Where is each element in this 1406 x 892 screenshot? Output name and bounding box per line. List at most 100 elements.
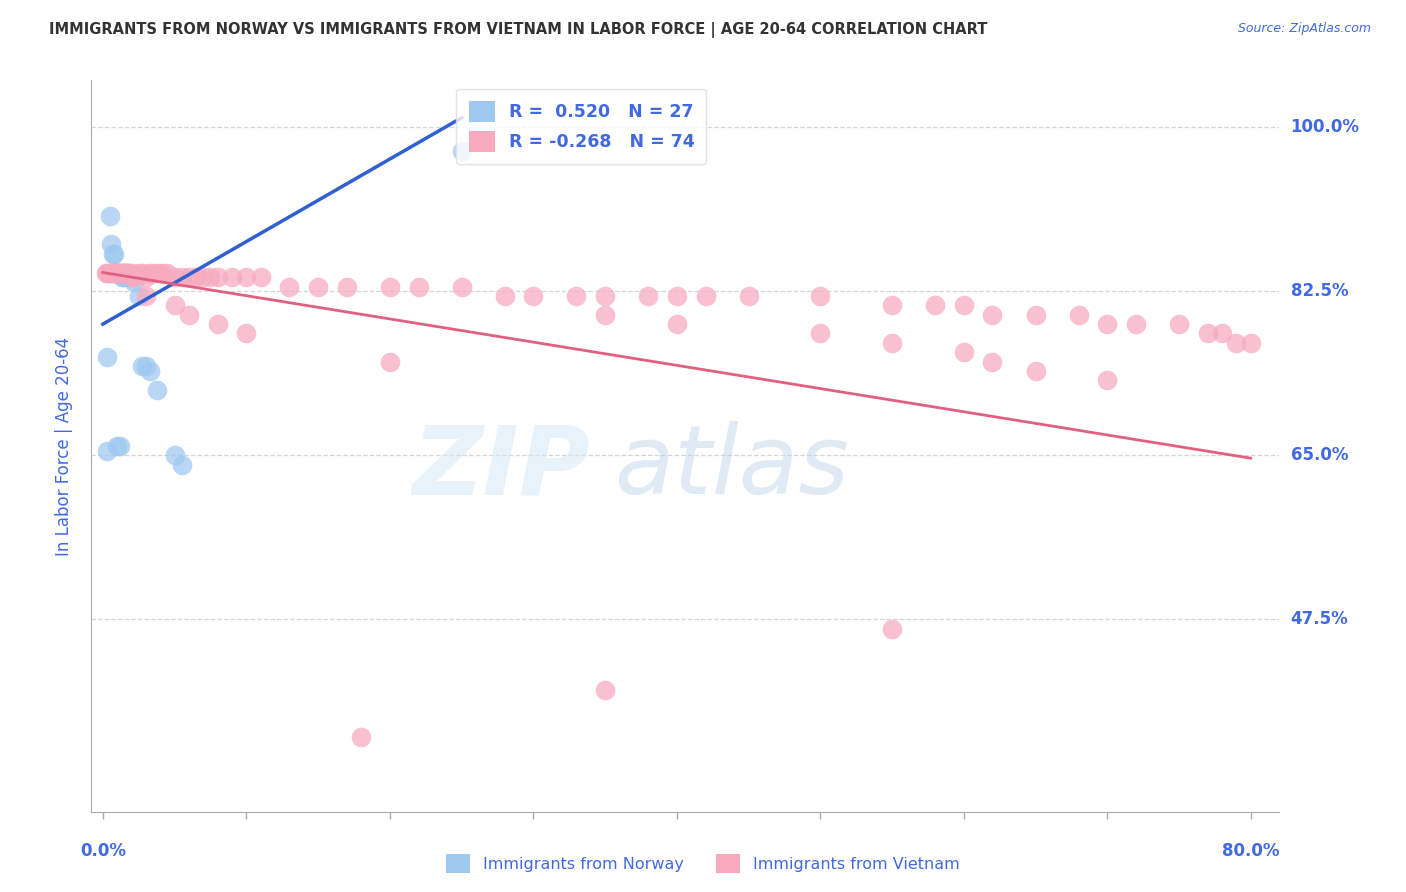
Text: 65.0%: 65.0% <box>1291 446 1348 465</box>
Point <box>138 266 160 280</box>
Point <box>96 443 118 458</box>
Point <box>124 270 146 285</box>
Point <box>100 266 122 280</box>
Point <box>108 266 131 280</box>
Text: 80.0%: 80.0% <box>1222 842 1279 860</box>
Legend: Immigrants from Norway, Immigrants from Vietnam: Immigrants from Norway, Immigrants from … <box>440 847 966 880</box>
Text: Source: ZipAtlas.com: Source: ZipAtlas.com <box>1237 22 1371 36</box>
Point <box>336 279 359 293</box>
Point <box>924 298 946 312</box>
Point <box>1240 335 1263 350</box>
Point <box>1225 335 1247 350</box>
Point <box>637 289 659 303</box>
Point <box>121 270 143 285</box>
Point <box>135 270 157 285</box>
Point <box>737 289 759 303</box>
Point <box>695 289 717 303</box>
Text: IMMIGRANTS FROM NORWAY VS IMMIGRANTS FROM VIETNAM IN LABOR FORCE | AGE 20-64 COR: IMMIGRANTS FROM NORWAY VS IMMIGRANTS FRO… <box>49 22 987 38</box>
Point <box>100 237 122 252</box>
Point <box>98 266 121 280</box>
Point <box>107 266 129 280</box>
Point <box>117 266 139 280</box>
Point <box>103 266 125 280</box>
Text: 100.0%: 100.0% <box>1291 118 1360 136</box>
Point <box>107 266 129 280</box>
Point <box>808 289 831 303</box>
Point <box>221 270 243 285</box>
Point <box>1125 317 1147 331</box>
Point <box>121 270 143 285</box>
Point <box>108 439 131 453</box>
Point <box>235 326 257 341</box>
Point <box>1067 308 1090 322</box>
Text: 82.5%: 82.5% <box>1291 282 1348 301</box>
Point <box>128 266 150 280</box>
Point <box>104 266 127 280</box>
Point <box>163 298 186 312</box>
Point <box>131 266 153 280</box>
Point <box>1025 364 1047 378</box>
Point <box>350 730 373 744</box>
Point <box>111 270 134 285</box>
Point <box>146 383 169 397</box>
Point <box>200 270 222 285</box>
Point <box>952 298 974 312</box>
Point <box>122 270 145 285</box>
Legend: R =  0.520   N = 27, R = -0.268   N = 74: R = 0.520 N = 27, R = -0.268 N = 74 <box>457 89 706 164</box>
Point <box>235 270 257 285</box>
Point <box>193 270 215 285</box>
Point <box>105 266 128 280</box>
Point <box>97 266 120 280</box>
Point <box>98 209 121 223</box>
Point <box>110 266 132 280</box>
Point <box>593 289 616 303</box>
Point <box>808 326 831 341</box>
Point <box>131 359 153 374</box>
Point <box>450 144 472 158</box>
Point <box>163 270 186 285</box>
Point <box>112 266 135 280</box>
Point <box>112 266 135 280</box>
Point <box>981 354 1004 368</box>
Point <box>114 266 136 280</box>
Point <box>152 266 174 280</box>
Point <box>378 279 401 293</box>
Text: 47.5%: 47.5% <box>1291 610 1348 629</box>
Point <box>94 266 117 280</box>
Point <box>665 289 688 303</box>
Point <box>450 279 472 293</box>
Point <box>184 270 207 285</box>
Point <box>96 266 118 280</box>
Point <box>593 682 616 697</box>
Point <box>114 270 136 285</box>
Point <box>103 246 125 260</box>
Point <box>101 266 124 280</box>
Point <box>1025 308 1047 322</box>
Point <box>981 308 1004 322</box>
Point <box>207 317 229 331</box>
Point <box>522 289 544 303</box>
Point <box>593 308 616 322</box>
Point <box>1168 317 1191 331</box>
Point <box>880 622 903 636</box>
Point <box>1197 326 1219 341</box>
Point <box>408 279 430 293</box>
Point <box>120 270 142 285</box>
Point <box>1097 317 1119 331</box>
Point <box>135 289 157 303</box>
Point <box>124 275 146 289</box>
Point <box>142 266 165 280</box>
Point <box>117 266 139 280</box>
Y-axis label: In Labor Force | Age 20-64: In Labor Force | Age 20-64 <box>55 336 73 556</box>
Point <box>121 266 143 280</box>
Point <box>111 266 134 280</box>
Point <box>880 298 903 312</box>
Point <box>104 266 127 280</box>
Point <box>1097 373 1119 387</box>
Point <box>146 266 169 280</box>
Point <box>1211 326 1233 341</box>
Point <box>952 345 974 359</box>
Point <box>149 266 172 280</box>
Text: ZIP: ZIP <box>412 421 591 515</box>
Point <box>118 266 141 280</box>
